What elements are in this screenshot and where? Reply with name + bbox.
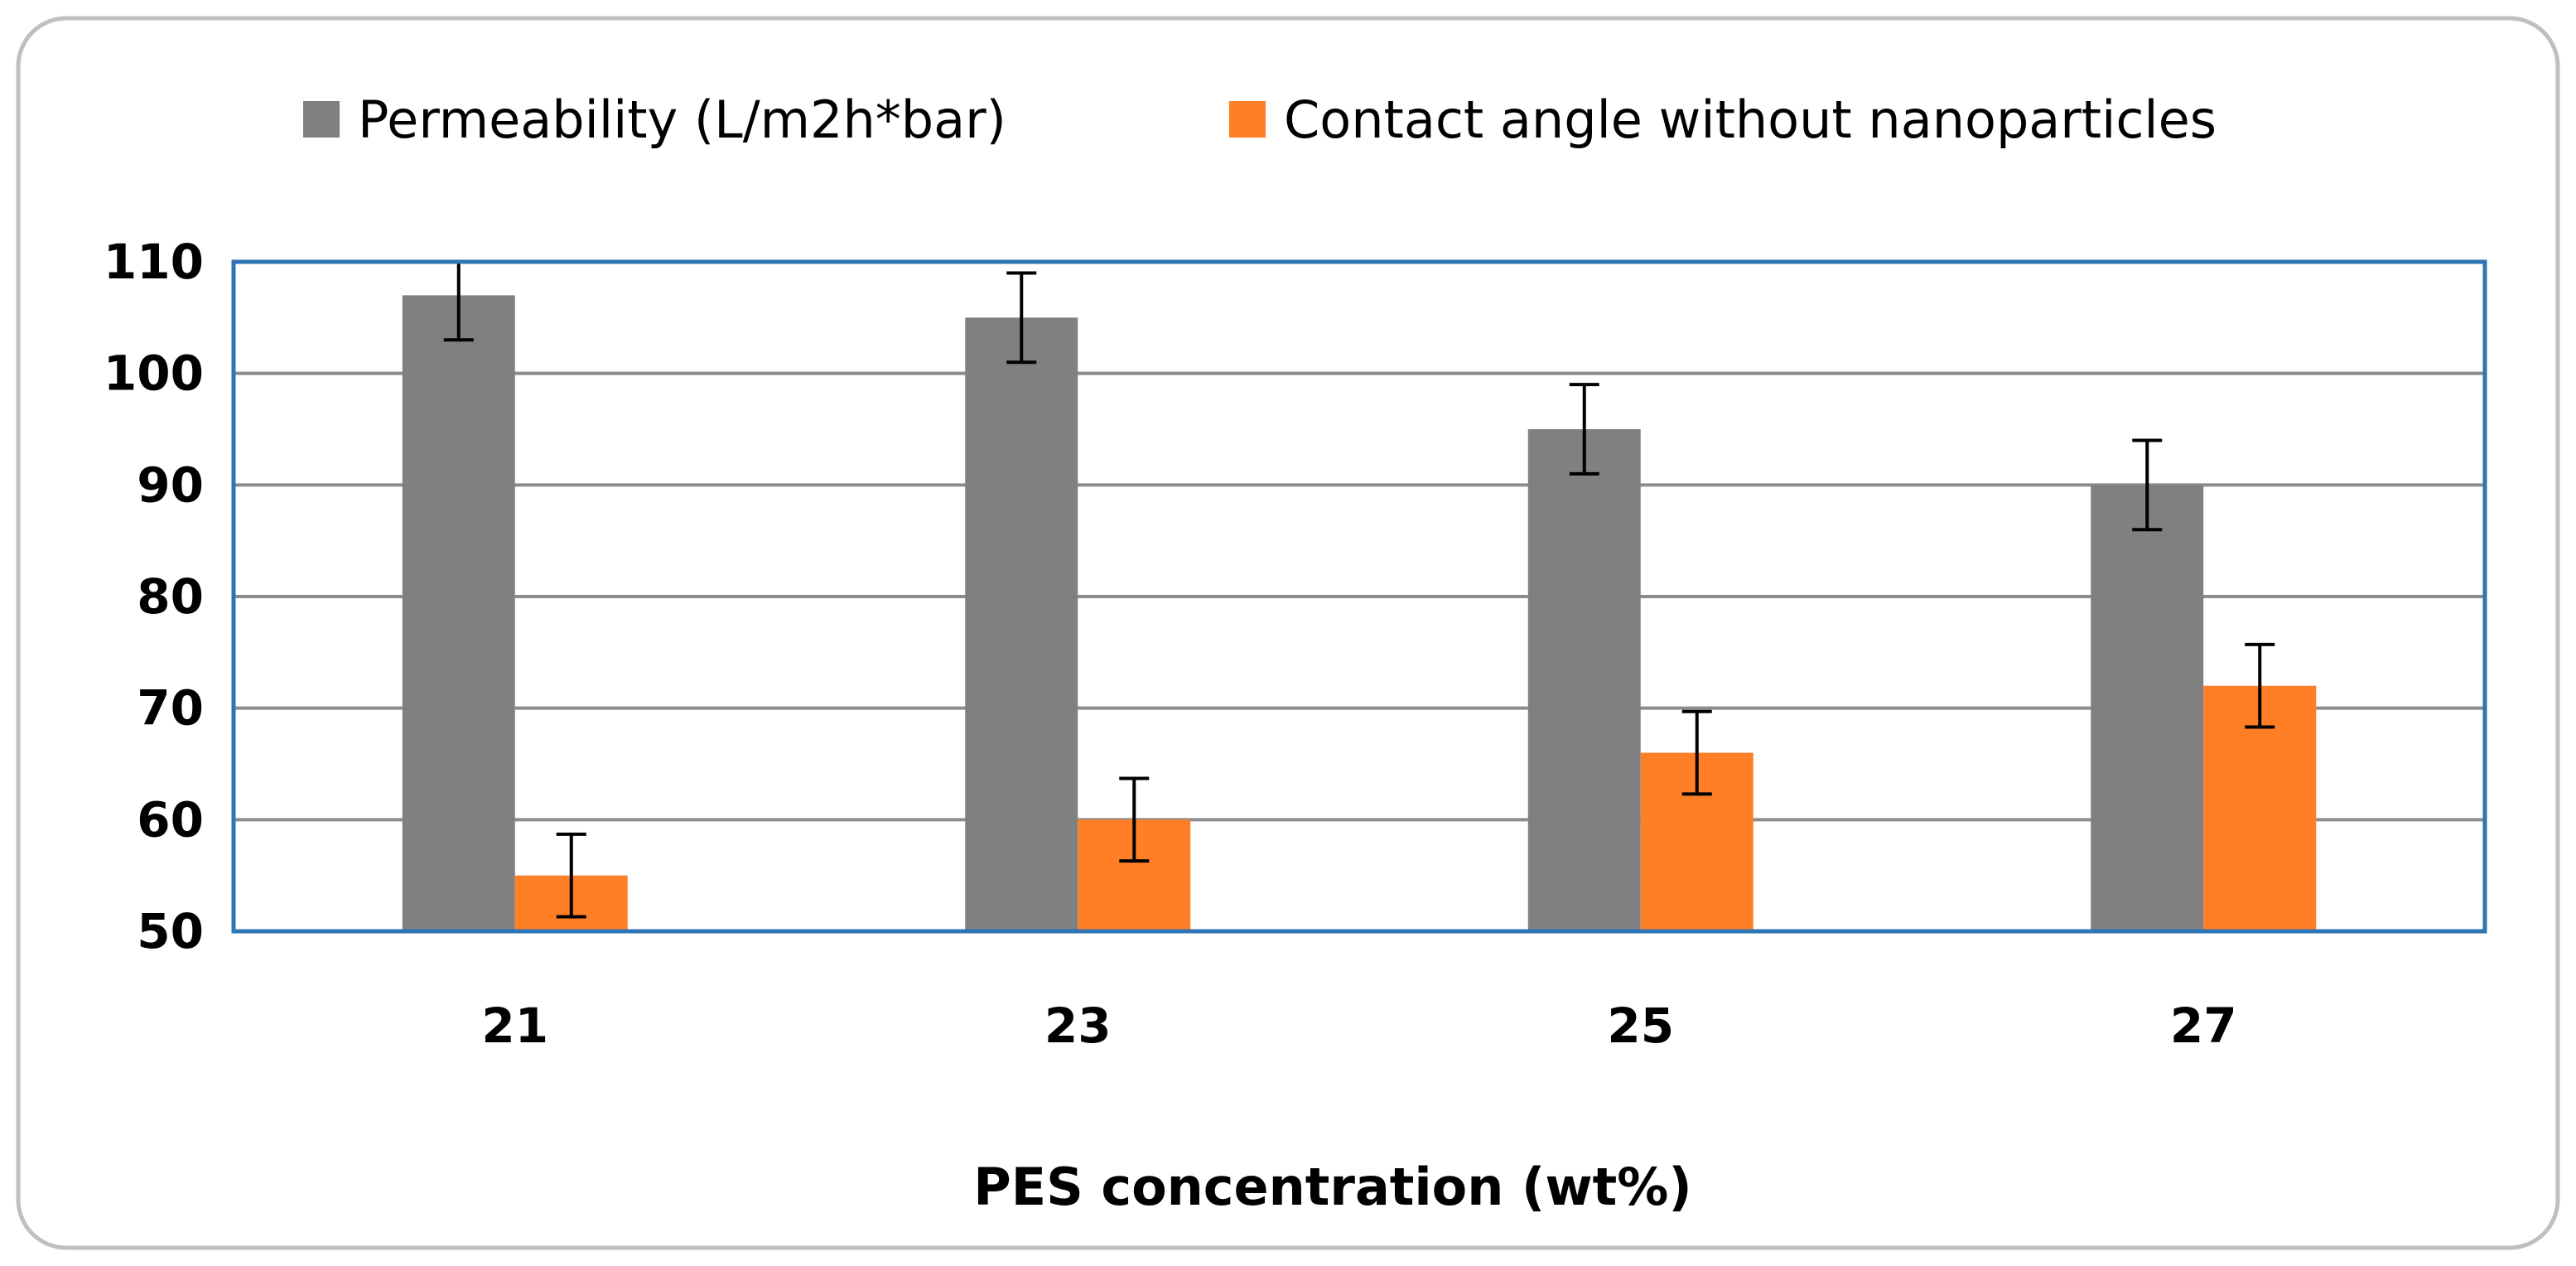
y-tick-label: 110 [104, 234, 204, 290]
legend-label-permeability: Permeability (L/m2h*bar) [358, 89, 1006, 150]
x-tick-label: 27 [2170, 998, 2237, 1054]
legend-swatch-contact-angle [1229, 101, 1266, 138]
chart-frame [16, 16, 2560, 1250]
error-bar-permeability-23 [1006, 271, 1037, 365]
error-bar-contact-angle-21 [556, 832, 586, 919]
legend: Permeability (L/m2h*bar) Contact angle w… [303, 89, 2217, 150]
bar-permeability-25 [1527, 429, 1641, 931]
error-bar-permeability-25 [1569, 383, 1599, 476]
error-bar-contact-angle-23 [1119, 776, 1150, 863]
legend-swatch-permeability [303, 101, 340, 138]
x-tick-label: 23 [1044, 998, 1112, 1054]
y-axis-tick-labels: 50 60 70 80 90 100 110 [104, 234, 204, 959]
y-tick-label: 90 [137, 457, 204, 513]
x-axis-tick-labels: 21 23 25 27 [481, 998, 2236, 1054]
error-bar-permeability-27 [2132, 438, 2163, 532]
y-tick-label: 70 [137, 680, 204, 737]
x-axis-title: PES concentration (wt%) [973, 1157, 1691, 1217]
y-tick-label: 80 [137, 568, 204, 625]
error-bars [443, 262, 2275, 919]
bars [402, 295, 2317, 931]
y-tick-label: 50 [137, 903, 204, 959]
bar-permeability-27 [2091, 485, 2204, 931]
plot-area-border [231, 259, 2487, 934]
x-tick-label: 21 [481, 998, 548, 1054]
y-tick-label: 60 [137, 791, 204, 848]
bar-permeability-21 [402, 295, 515, 931]
bar-permeability-23 [965, 317, 1078, 931]
y-tick-label: 100 [104, 345, 204, 402]
error-bar-permeability-21 [443, 262, 474, 342]
error-bar-contact-angle-27 [2245, 642, 2275, 729]
error-bar-contact-angle-25 [1681, 709, 1712, 796]
x-tick-label: 25 [1607, 998, 1674, 1054]
legend-label-contact-angle: Contact angle without nanoparticles [1284, 89, 2217, 150]
